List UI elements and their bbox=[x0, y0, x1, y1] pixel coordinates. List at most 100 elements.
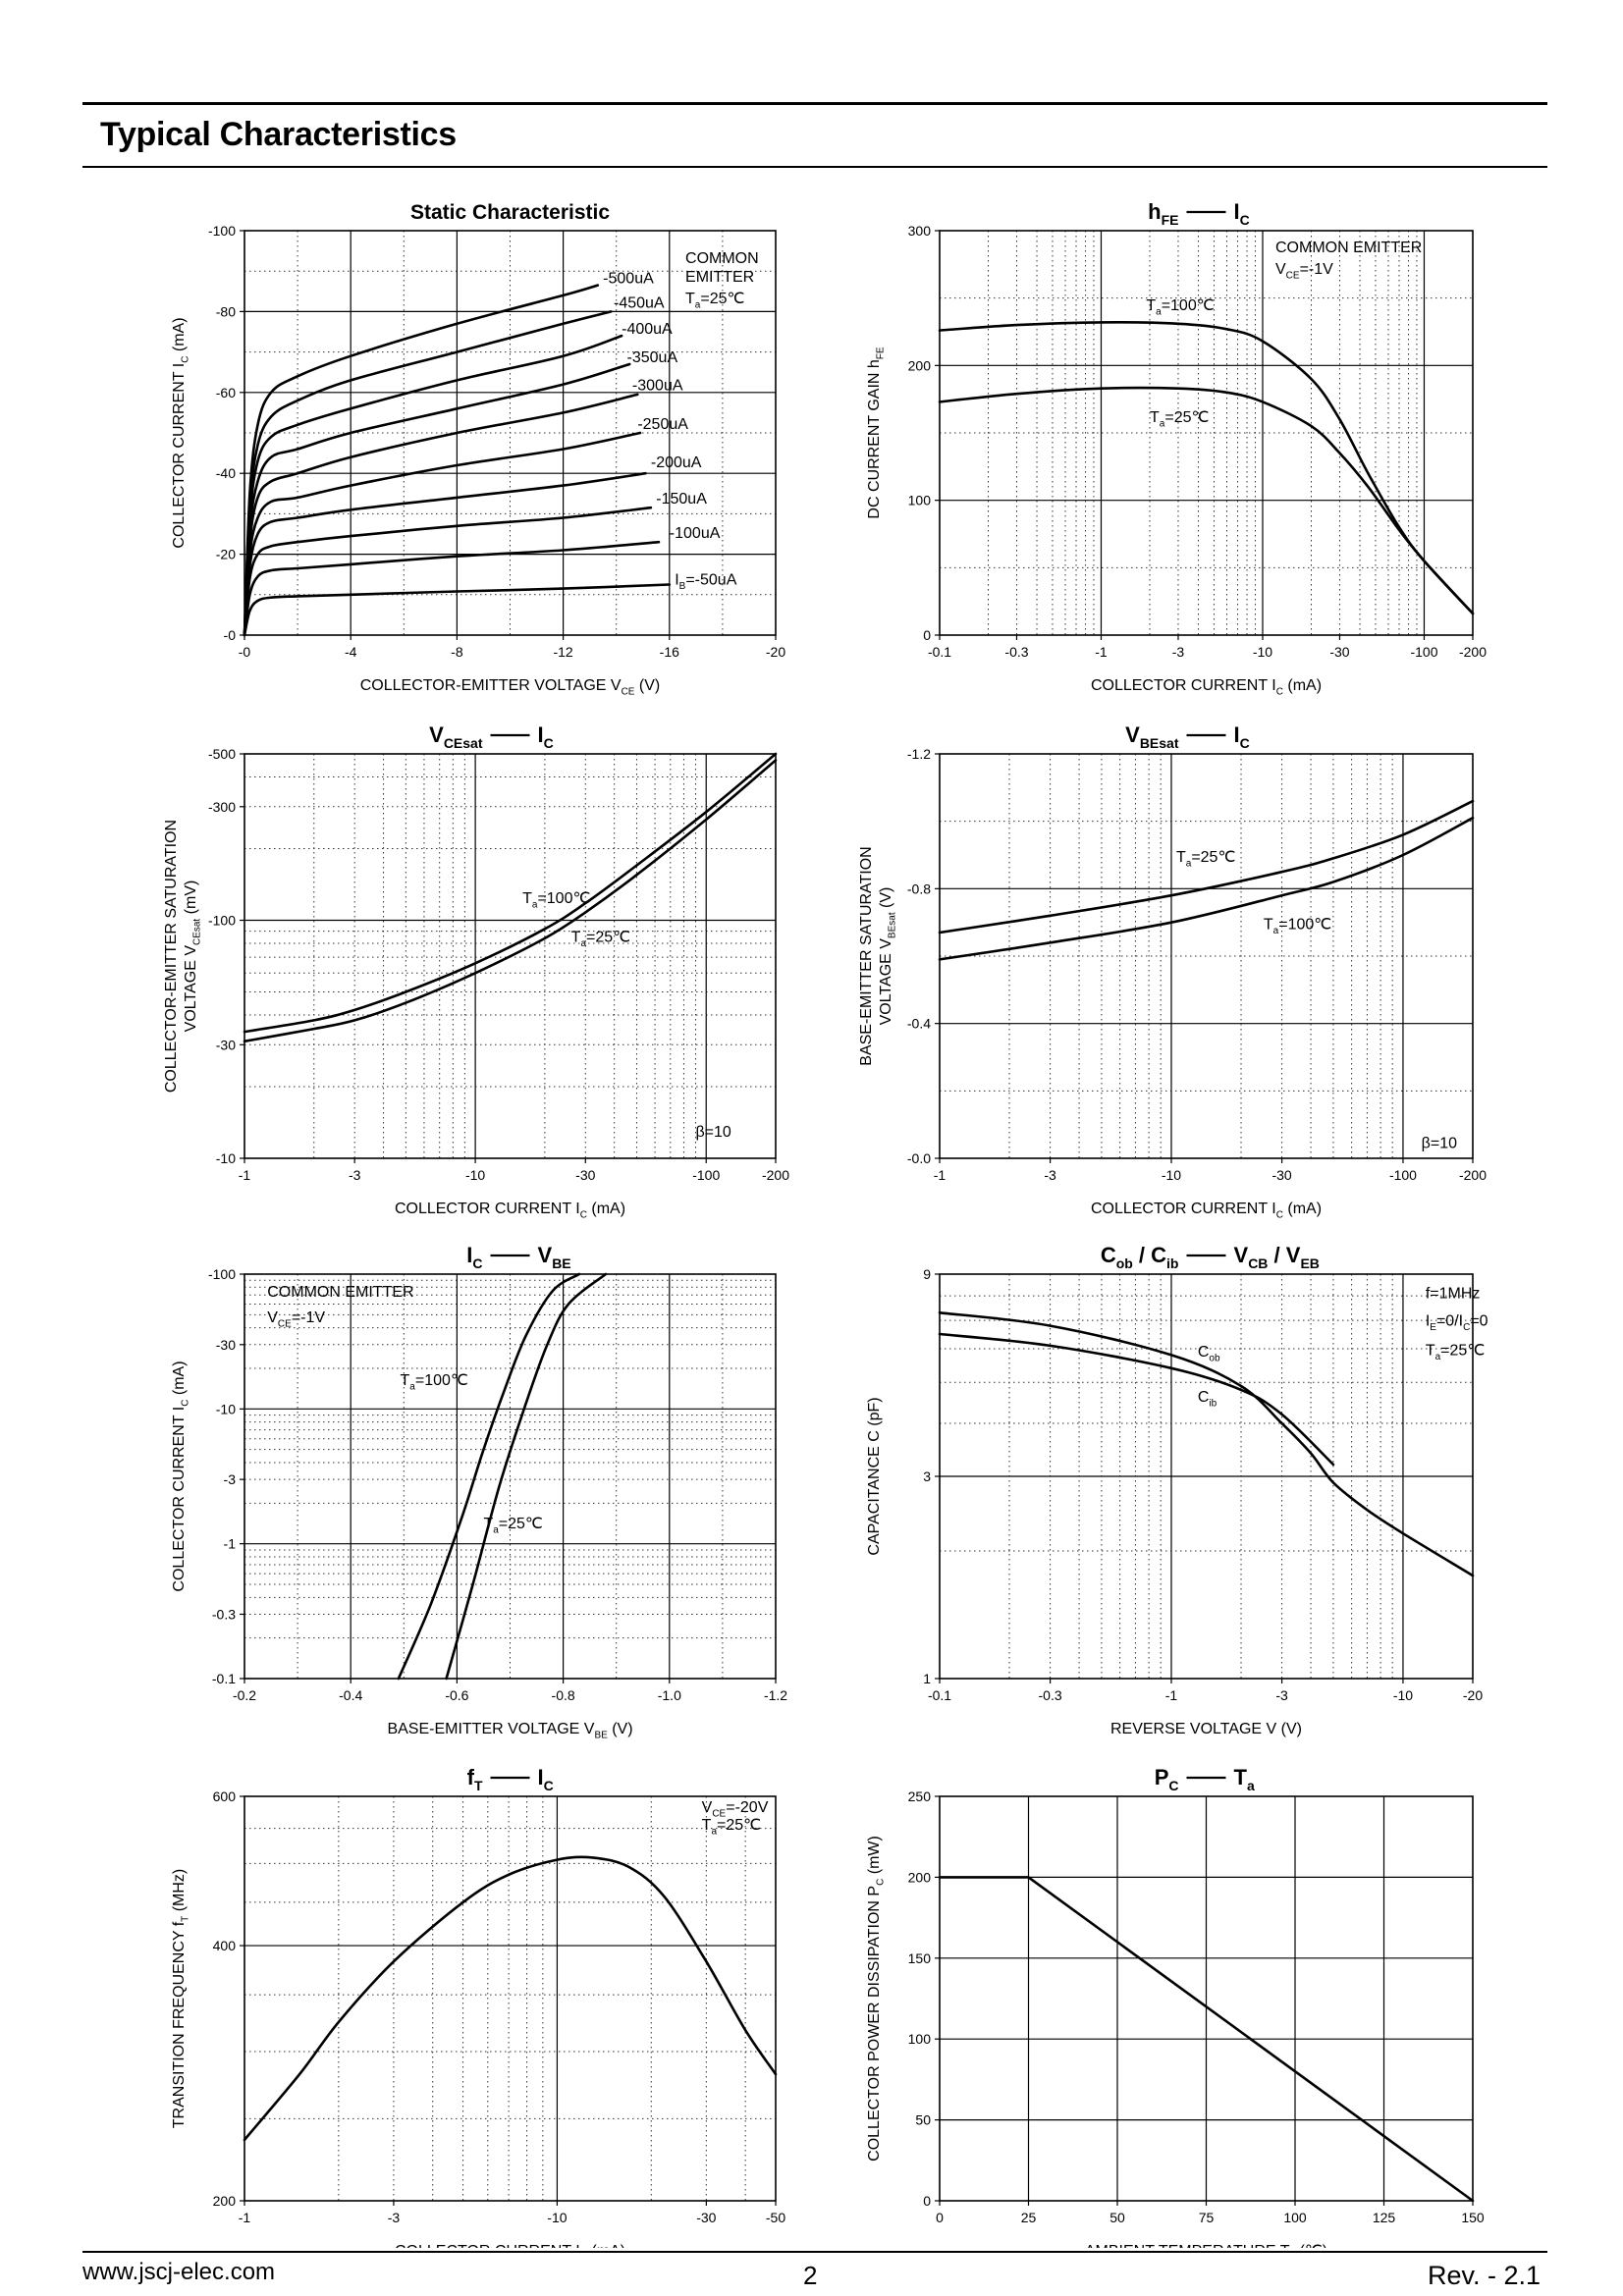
x-tick-label: -1 bbox=[239, 1167, 251, 1183]
y-tick-label: -60 bbox=[216, 385, 236, 400]
x-tick-label: -200 bbox=[762, 1167, 789, 1183]
x-tick-label: 75 bbox=[1199, 2210, 1215, 2225]
series-line-6 bbox=[243, 431, 642, 637]
plot-frame bbox=[939, 230, 1474, 636]
x-axis-label: COLLECTOR-EMITTER VOLTAGE VCE (V) bbox=[360, 677, 661, 697]
y-tick-label: -0.1 bbox=[212, 1671, 236, 1686]
x-tick-label: -1.2 bbox=[764, 1687, 787, 1703]
chart-vbesat: -1 -3 -10 -30 -100 -200 -0.0 -0.4 -0.8 -1.2 VBEsat… bbox=[858, 722, 1487, 1220]
x-tick-label: 100 bbox=[1283, 2210, 1307, 2225]
chart-title-left: hFE bbox=[1148, 199, 1178, 228]
x-tick-label: -3 bbox=[388, 2210, 401, 2225]
y-tick-label: 300 bbox=[908, 223, 932, 239]
y-tick-label: -1 bbox=[224, 1536, 237, 1552]
y-tick-label: -40 bbox=[216, 465, 236, 481]
y-tick-label: -0 bbox=[224, 627, 237, 643]
x-tick-label: -3 bbox=[349, 1167, 361, 1183]
x-axis-label: BASE-EMITTER VOLTAGE VBE (V) bbox=[387, 1721, 632, 1740]
chart-title-right: VBE bbox=[538, 1243, 571, 1271]
series-line-1 bbox=[397, 1272, 581, 1681]
y-axis-label-2: VOLTAGE VBEsat (V) bbox=[878, 887, 897, 1026]
series-line-3 bbox=[243, 334, 623, 637]
y-tick-label: 400 bbox=[213, 1938, 237, 1953]
y-tick-label: -100 bbox=[208, 223, 236, 239]
x-axis-label: COLLECTOR CURRENT IC (mA) bbox=[395, 2243, 625, 2248]
x-tick-label: -10 bbox=[1162, 1167, 1181, 1183]
chart-vcesat: -1 -3 -10 -30 -100 -200 -10 -30 -100 -300 -500 VCEs… bbox=[163, 722, 789, 1220]
series-label: Ta=100℃ bbox=[1264, 917, 1331, 936]
y-tick-label: 50 bbox=[915, 2112, 931, 2128]
series-line-2 bbox=[938, 1332, 1335, 1467]
x-tick-label: -16 bbox=[660, 644, 679, 660]
y-tick-label: -0.3 bbox=[212, 1606, 236, 1622]
x-tick-label: -30 bbox=[1329, 644, 1349, 660]
chart-annotation: Ta=25℃ bbox=[1426, 1342, 1485, 1362]
y-tick-label: -100 bbox=[208, 1266, 236, 1282]
chart-title-left: IC bbox=[466, 1243, 482, 1271]
y-tick-label: 200 bbox=[213, 2193, 237, 2209]
y-axis-label: COLLECTOR CURRENT IC (mA) bbox=[171, 1361, 190, 1591]
series-line-2 bbox=[445, 1272, 608, 1681]
y-tick-label: -1.2 bbox=[907, 746, 931, 762]
series-label: Ta=100℃ bbox=[522, 890, 590, 910]
header-bottom-rule bbox=[82, 166, 1547, 168]
chart-title-right: IC bbox=[1234, 722, 1250, 751]
chart-icvbe: -0.2 -0.4 -0.6 -0.8 -1.0 -1.2 -0.1 -0.3 -1 -3 -10 -… bbox=[171, 1243, 787, 1740]
x-tick-label: -1 bbox=[239, 2210, 251, 2225]
x-tick-label: -20 bbox=[766, 644, 785, 660]
chart-annotation: f=1MHz bbox=[1426, 1285, 1481, 1302]
x-tick-label: -0.6 bbox=[445, 1687, 468, 1703]
x-tick-label: -1.0 bbox=[658, 1687, 681, 1703]
x-tick-label: -100 bbox=[1389, 1167, 1417, 1183]
x-tick-label: -0 bbox=[239, 644, 251, 660]
y-tick-label: -30 bbox=[216, 1337, 236, 1353]
x-tick-label: 150 bbox=[1461, 2210, 1485, 2225]
series-label: Ta=25℃ bbox=[1150, 409, 1209, 429]
x-axis-label: COLLECTOR CURRENT IC (mA) bbox=[395, 1201, 625, 1220]
x-axis-label: COLLECTOR CURRENT IC (mA) bbox=[1091, 677, 1322, 697]
y-tick-label: 9 bbox=[923, 1266, 931, 1282]
x-tick-label: -1 bbox=[1095, 644, 1108, 660]
series-line-2 bbox=[243, 759, 778, 1043]
header-top-rule bbox=[82, 102, 1547, 105]
series-line-2 bbox=[938, 816, 1475, 961]
series-label: -400uA bbox=[622, 321, 673, 338]
series-line-1 bbox=[243, 284, 600, 637]
chart-annotation: β=10 bbox=[695, 1124, 730, 1141]
chart-annotation: VCE=-1V bbox=[267, 1309, 325, 1329]
x-axis-label: REVERSE VOLTAGE V (V) bbox=[1110, 1721, 1302, 1737]
x-tick-label: -0.2 bbox=[233, 1687, 256, 1703]
chart-title-right: IC bbox=[1234, 199, 1250, 228]
chart-annotation: IE=0/IC=0 bbox=[1426, 1313, 1488, 1333]
section-title: Typical Characteristics bbox=[100, 116, 457, 153]
series-label: Ta=25℃ bbox=[483, 1516, 542, 1535]
chart-title: Static Characteristic bbox=[410, 201, 610, 224]
x-tick-label: -12 bbox=[553, 644, 572, 660]
series-line-1 bbox=[938, 799, 1475, 934]
x-tick-label: 125 bbox=[1373, 2210, 1396, 2225]
x-tick-label: 0 bbox=[936, 2210, 944, 2225]
y-axis-label: CAPACITANCE C (pF) bbox=[866, 1397, 883, 1555]
chart-static: -0 -4 -8 -12 -16 -20 -0 -20 -40 -60 -80 -100 Static … bbox=[171, 201, 785, 697]
y-tick-label: 0 bbox=[923, 2193, 931, 2209]
series-label: Ta=25℃ bbox=[1176, 849, 1235, 869]
y-tick-label: 250 bbox=[908, 1789, 932, 1804]
plot-frame bbox=[243, 753, 777, 1159]
plot-frame bbox=[243, 230, 777, 636]
x-tick-label: -3 bbox=[1044, 1167, 1056, 1183]
series-label: -250uA bbox=[637, 416, 688, 433]
footer-rule bbox=[82, 2251, 1547, 2253]
chart-title-right: VCB / VEB bbox=[1234, 1243, 1320, 1271]
x-tick-label: -10 bbox=[547, 2210, 567, 2225]
x-axis-label: COLLECTOR CURRENT IC (mA) bbox=[1091, 1201, 1322, 1220]
series-line-2 bbox=[938, 386, 1475, 615]
y-axis-label: COLLECTOR CURRENT IC (mA) bbox=[171, 317, 190, 548]
y-axis-label: COLLECTOR-EMITTER SATURATION bbox=[163, 820, 180, 1093]
plot-frame bbox=[939, 753, 1474, 1159]
plot-frame bbox=[243, 1795, 777, 2202]
x-tick-label: -10 bbox=[1253, 644, 1272, 660]
series-line-9 bbox=[243, 540, 661, 637]
series-line-8 bbox=[243, 506, 653, 637]
x-tick-label: -3 bbox=[1275, 1687, 1288, 1703]
series-label: -200uA bbox=[651, 454, 702, 471]
